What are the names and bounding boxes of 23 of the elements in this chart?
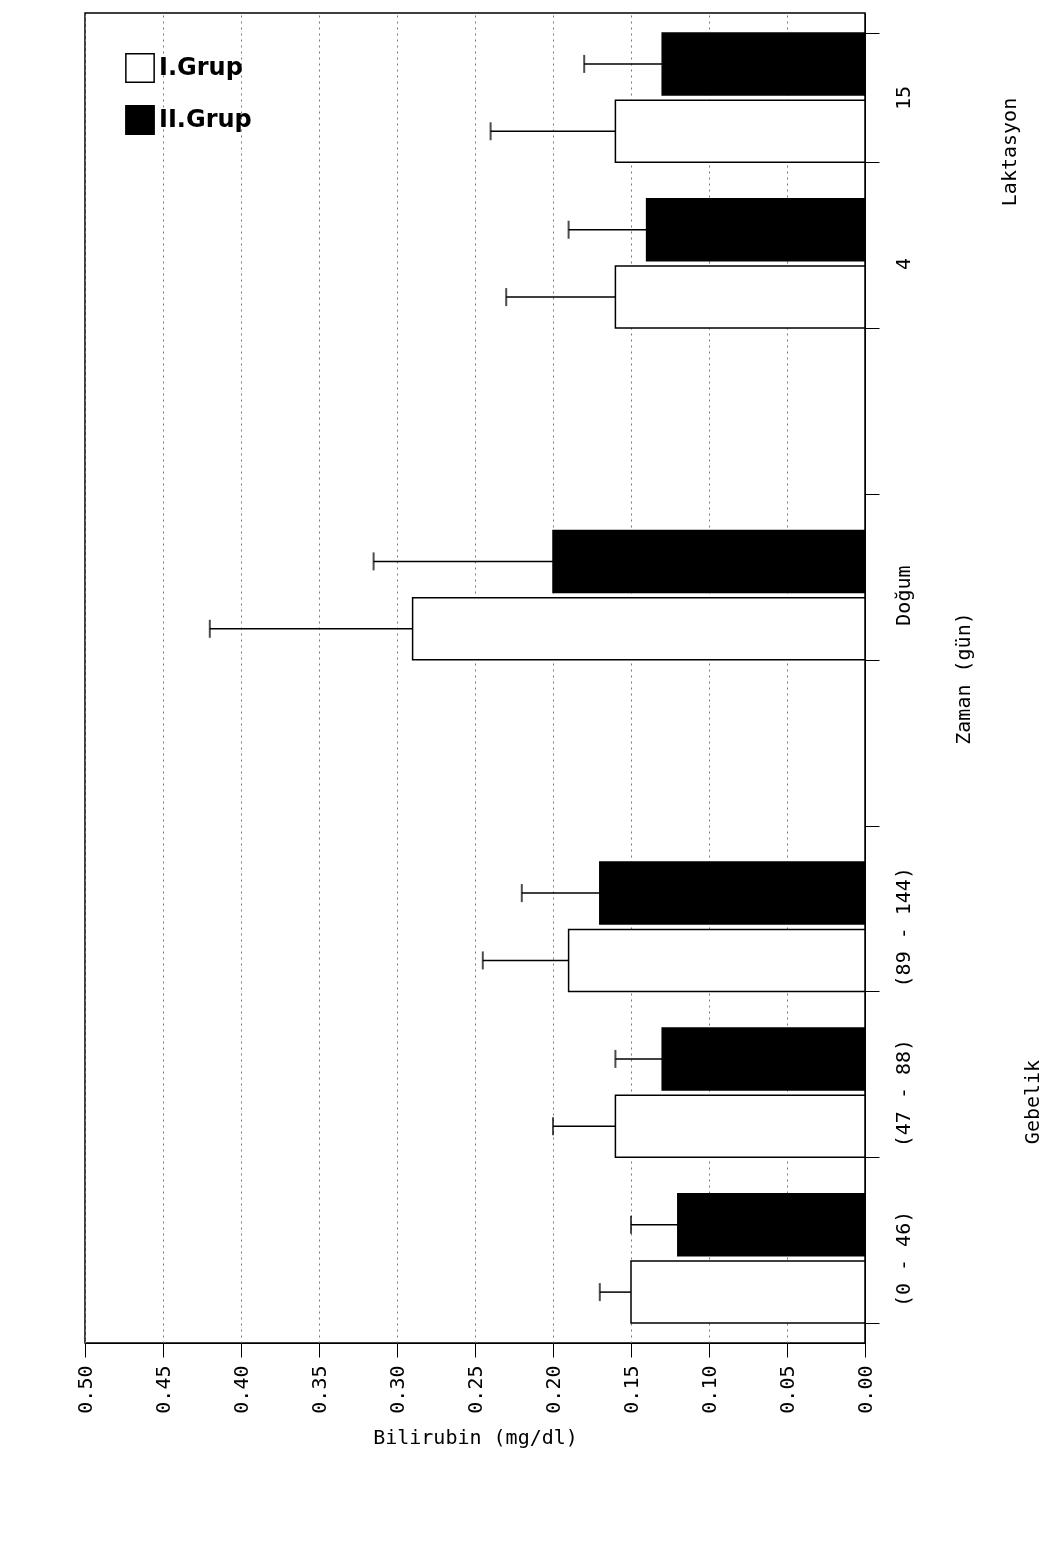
- x-axis-title: Bilirubin (mg/dl): [373, 1424, 578, 1449]
- x-tick-label: 0.35: [306, 1365, 331, 1414]
- x-tick-label: 0.15: [618, 1365, 643, 1414]
- y-tick-label: (47 - 88): [890, 1038, 915, 1148]
- text: Gebelik: [1020, 1059, 1045, 1145]
- legend-label: II.Grup: [159, 105, 252, 133]
- x-tick-label: 0.10: [696, 1365, 721, 1414]
- x-tick-label: 0.50: [72, 1365, 97, 1414]
- x-tick-label: 0.45: [150, 1365, 175, 1414]
- y-axis-title: Zaman (gün): [950, 612, 975, 745]
- legend-label: I.Grup: [159, 53, 243, 81]
- y-tick-label: 15: [890, 86, 915, 111]
- x-tick-label: 0.20: [540, 1365, 565, 1414]
- x-tick-label: 0.05: [774, 1365, 799, 1414]
- x-tick-label: 0.40: [228, 1365, 253, 1414]
- x-tick-label: 0.00: [852, 1365, 877, 1414]
- x-tick-label: 0.30: [384, 1365, 409, 1414]
- y-tick-label: (89 - 144): [890, 867, 915, 988]
- text: Laktasyon: [997, 97, 1022, 207]
- y-tick-label: Doğum: [890, 565, 915, 626]
- y-tick-label: (0 - 46): [890, 1210, 915, 1308]
- y-tick-label: 4: [890, 257, 915, 270]
- x-tick-label: 0.25: [462, 1365, 487, 1414]
